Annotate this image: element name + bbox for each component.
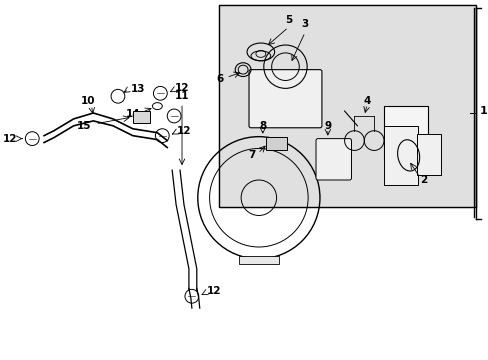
Text: 12: 12 [177, 126, 191, 136]
Text: 9: 9 [324, 121, 331, 131]
Text: 12: 12 [175, 84, 189, 93]
Bar [383, 106, 427, 160]
Text: 10: 10 [81, 96, 96, 106]
Text: 13: 13 [130, 84, 145, 94]
Text: 14: 14 [126, 109, 141, 119]
Bar [239, 256, 278, 264]
Text: 3: 3 [301, 19, 308, 29]
Bar [132, 111, 150, 123]
Text: 7: 7 [248, 150, 255, 160]
Text: 4: 4 [363, 96, 370, 106]
Text: 5: 5 [284, 15, 291, 25]
Bar [416, 134, 440, 175]
Bar [219, 5, 475, 207]
FancyBboxPatch shape [248, 69, 321, 128]
Text: 6: 6 [216, 75, 223, 85]
Text: 11: 11 [174, 91, 189, 101]
Bar [383, 126, 418, 185]
Text: 15: 15 [77, 121, 91, 131]
FancyBboxPatch shape [315, 139, 351, 180]
Text: 12: 12 [3, 134, 18, 144]
Text: 1: 1 [479, 106, 487, 116]
Text: 2: 2 [420, 175, 427, 185]
Text: 8: 8 [259, 121, 266, 131]
Bar [219, 5, 475, 207]
Bar [265, 137, 287, 150]
Text: 12: 12 [206, 286, 221, 296]
